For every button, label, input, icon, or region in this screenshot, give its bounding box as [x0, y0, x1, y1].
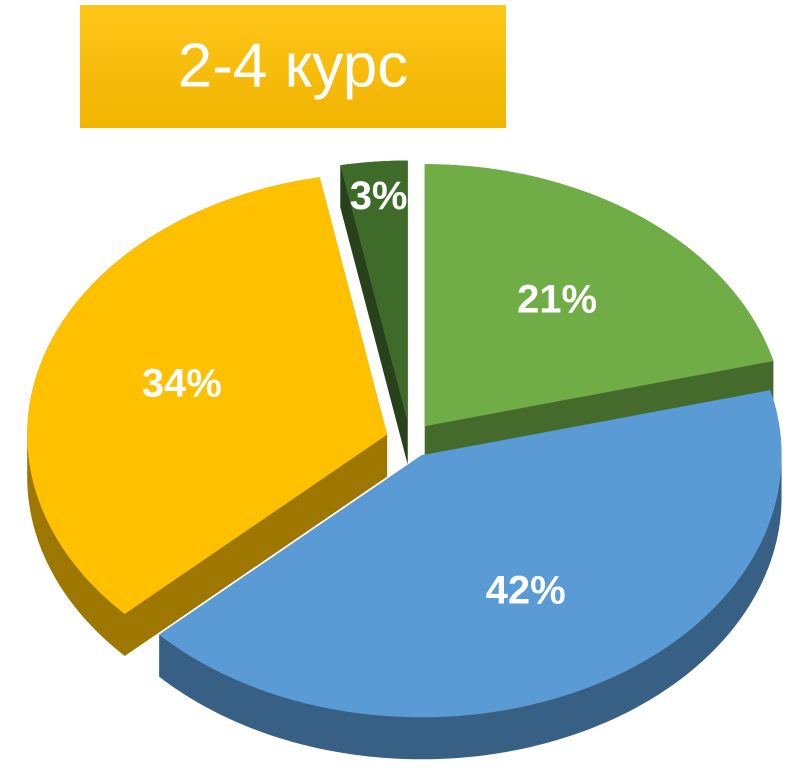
slice — [424, 164, 774, 469]
slice-top — [340, 160, 408, 423]
slice — [27, 177, 388, 656]
data-label: 3% — [350, 174, 408, 218]
data-label: 34% — [142, 362, 222, 406]
data-label: 21% — [517, 278, 597, 322]
labels: 21% 42% 34% 3% — [142, 174, 597, 613]
chart-title: 2-4 курс — [178, 31, 408, 100]
slice-top — [27, 177, 388, 614]
slice-top — [424, 164, 774, 427]
slice — [159, 390, 782, 760]
slice-top — [159, 390, 782, 718]
slice — [340, 160, 408, 465]
pie — [27, 160, 782, 760]
title-box — [80, 5, 506, 128]
data-label: 42% — [486, 569, 566, 613]
